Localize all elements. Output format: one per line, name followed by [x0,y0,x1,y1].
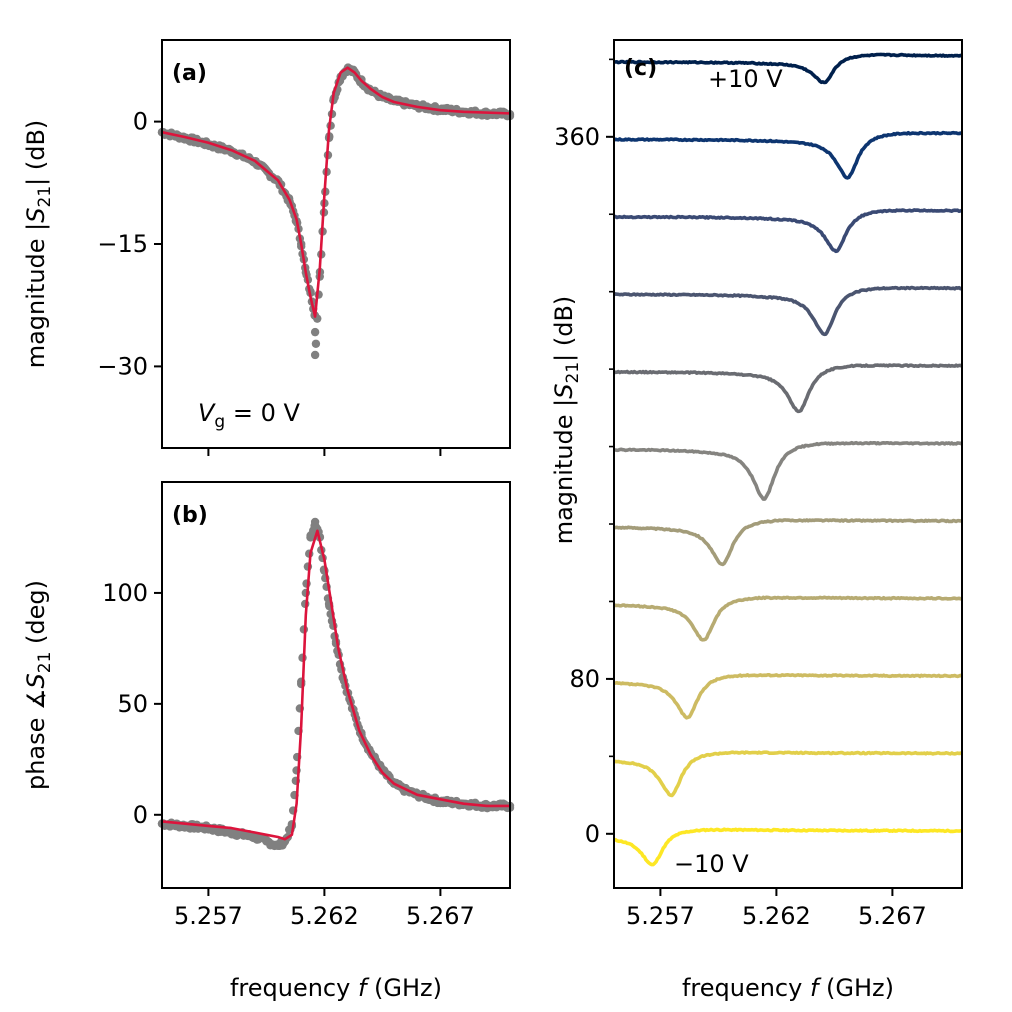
xlabel-text: frequency [682,974,810,1002]
data-point [310,517,320,527]
panel-b-tag: (b) [172,503,208,528]
y-tick-label: 0 [133,801,148,829]
data-point [310,327,320,337]
panel-a-ylabel: magnitude |S21| (dB) [22,120,55,369]
xlabel-unit: (GHz) [366,974,442,1002]
panel-b-frame [161,481,511,889]
panel-a-tag: (a) [172,61,207,86]
annotation-var: V [198,399,216,427]
y-tick-label: −30 [97,352,148,380]
ylabel-prefix: magnitude | [550,399,578,545]
trace-line [613,440,963,501]
trace-line [613,130,963,180]
panel-c-tag: (c) [624,56,657,81]
y-tick-label: 0 [585,820,600,848]
panel-a-annotation: Vg = 0 V [198,399,300,432]
y-tick-label: 80 [569,665,600,693]
panel-c-frame [613,39,963,889]
x-tick-label: 5.267 [406,902,475,930]
panel-b: 5.257 5.262 5.267 0 50 100 (b) phase ∡S21 (de… [22,481,515,1002]
panel-c-xlabel: frequency f (GHz) [682,974,894,1002]
panel-b-data [157,517,515,851]
ylabel-suffix: | (dB) [22,120,50,186]
data-point [273,841,283,851]
panel-c-data [613,52,963,867]
data-point [306,533,315,542]
y-tick-label: 360 [554,123,600,151]
annotation-sub: g [214,412,225,432]
trace-line [613,363,963,414]
data-point [310,350,320,360]
ylabel-sub: 21 [563,362,583,384]
ylabel-var: S [22,208,50,223]
x-tick-label: 5.257 [174,902,243,930]
trace-line [613,518,963,567]
ylabel-prefix: phase ∡ [22,688,50,790]
panel-b-ylabel: phase ∡S21 (deg) [22,580,55,790]
y-tick-label: 50 [117,690,148,718]
ylabel-var: S [550,384,578,399]
fit-line [161,529,510,841]
panel-a-data [157,63,515,360]
xlabel-text: frequency [230,974,358,1002]
trace-line [613,672,963,720]
ylabel-prefix: magnitude | [22,223,50,369]
y-tick-label: −15 [97,230,148,258]
data-point [262,837,271,846]
y-tick-label: 0 [133,108,148,136]
ylabel-suffix: | (dB) [550,296,578,362]
panel-c-top-label: +10 V [708,65,783,93]
y-tick-label: 100 [102,579,148,607]
trace-line [613,595,963,642]
ylabel-var: S [22,673,50,688]
x-tick-label: 5.267 [858,902,927,930]
panel-c: 5.257 5.262 5.267 0 80 360 (c) +10 V −10 V ma… [550,39,963,1002]
annotation-rest: = 0 V [225,399,300,427]
panel-c-ylabel: magnitude |S21| (dB) [550,296,583,545]
ylabel-suffix: (deg) [22,580,50,652]
xlabel-unit: (GHz) [818,974,894,1002]
trace-line [613,827,963,867]
trace-line [613,750,963,798]
panel-c-bottom-label: −10 V [674,850,749,878]
panel-a: 0 −15 −30 (a) Vg = 0 V magnitude |S21| (dB… [22,39,515,456]
data-point [298,653,307,662]
data-point [227,828,236,837]
data-point [250,832,259,842]
data-point [311,339,321,348]
trace-line [613,285,963,337]
panel-a-ticks: 0 −15 −30 [97,108,442,456]
fit-line [161,66,511,318]
trace-line [613,208,963,254]
x-tick-label: 5.257 [626,902,695,930]
trace-line [613,52,963,85]
ylabel-sub: 21 [35,186,55,208]
panel-c-ticks: 5.257 5.262 5.267 0 80 360 [554,58,927,930]
x-tick-label: 5.262 [290,902,359,930]
x-tick-label: 5.262 [742,902,811,930]
panel-b-xlabel: frequency f (GHz) [230,974,442,1002]
panel-b-ticks: 5.257 5.262 5.267 0 50 100 [102,579,475,930]
ylabel-sub: 21 [35,652,55,674]
